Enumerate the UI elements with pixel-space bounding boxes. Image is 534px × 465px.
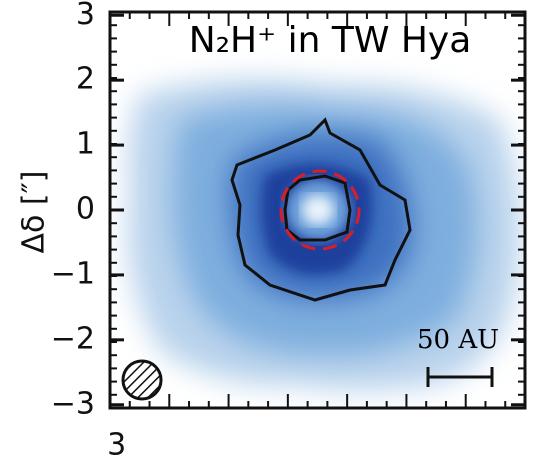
beam [123, 361, 161, 399]
scale-bar-label: 50 AU [417, 325, 499, 355]
y-axis-label: Δδ [″] [17, 170, 52, 253]
y-tick-label: −1 [51, 256, 95, 291]
y-tick-label: 0 [76, 192, 95, 227]
y-tick-label: 1 [76, 127, 95, 162]
chart: N₂H⁺ in TW Hya Δδ [″] 50 AU 3 2 1 0 −1 −2 −3 3 [0, 0, 534, 461]
y-tick-label: 3 [76, 0, 95, 32]
chart-title: N₂H⁺ in TW Hya [189, 20, 472, 61]
y-tick-label: 2 [76, 62, 95, 97]
y-tick-label: −2 [51, 321, 95, 356]
x-tick-label: 3 [107, 428, 126, 462]
y-tick-label: −3 [51, 386, 95, 421]
